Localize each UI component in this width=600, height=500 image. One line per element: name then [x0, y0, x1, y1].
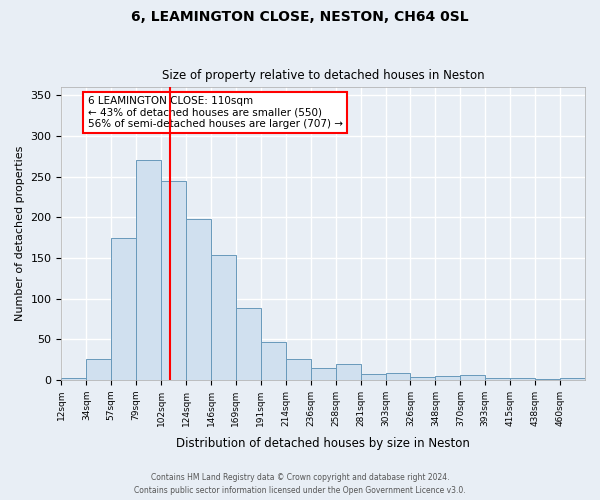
Bar	[335, 364, 361, 380]
Bar	[485, 378, 510, 380]
Bar	[386, 374, 410, 380]
Bar	[136, 160, 161, 380]
Y-axis label: Number of detached properties: Number of detached properties	[15, 146, 25, 321]
Text: 6, LEAMINGTON CLOSE, NESTON, CH64 0SL: 6, LEAMINGTON CLOSE, NESTON, CH64 0SL	[131, 10, 469, 24]
Bar	[86, 360, 111, 380]
Bar	[111, 238, 136, 380]
Bar	[186, 219, 211, 380]
Bar	[535, 379, 560, 380]
Bar	[560, 378, 585, 380]
Bar	[61, 378, 86, 380]
Bar	[211, 256, 236, 380]
Bar	[236, 308, 261, 380]
Title: Size of property relative to detached houses in Neston: Size of property relative to detached ho…	[162, 69, 485, 82]
Bar	[436, 376, 460, 380]
Text: Contains HM Land Registry data © Crown copyright and database right 2024.
Contai: Contains HM Land Registry data © Crown c…	[134, 474, 466, 495]
X-axis label: Distribution of detached houses by size in Neston: Distribution of detached houses by size …	[176, 437, 470, 450]
Bar	[361, 374, 386, 380]
Bar	[311, 368, 335, 380]
Text: 6 LEAMINGTON CLOSE: 110sqm
← 43% of detached houses are smaller (550)
56% of sem: 6 LEAMINGTON CLOSE: 110sqm ← 43% of deta…	[88, 96, 343, 130]
Bar	[261, 342, 286, 380]
Bar	[460, 375, 485, 380]
Bar	[286, 360, 311, 380]
Bar	[410, 376, 436, 380]
Bar	[161, 181, 186, 380]
Bar	[510, 378, 535, 380]
